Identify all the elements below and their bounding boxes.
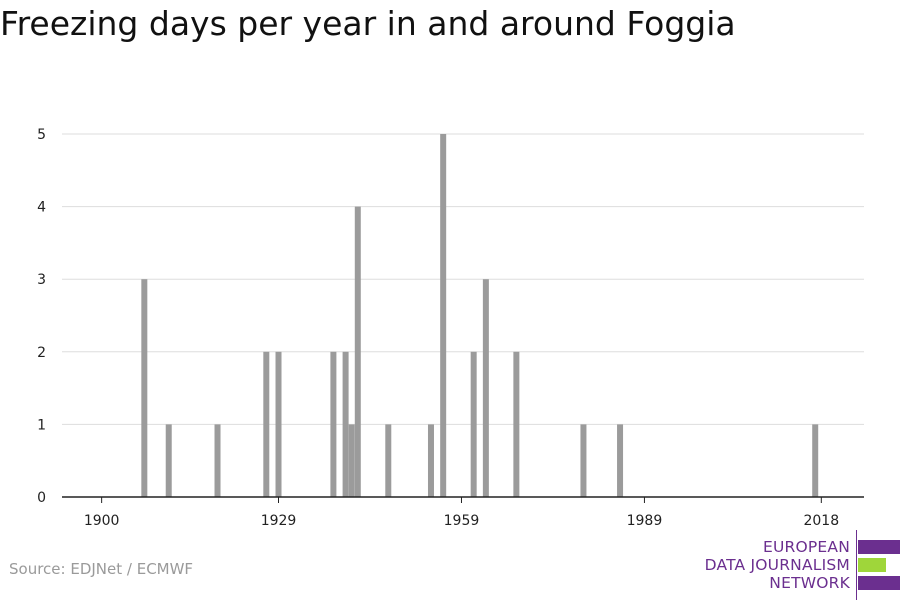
logo-bar-purple-bottom bbox=[858, 576, 900, 590]
bar-1947 bbox=[385, 424, 392, 497]
y-tick-label-5: 5 bbox=[37, 127, 46, 143]
logo-bar-green bbox=[858, 558, 886, 572]
x-tick-label-1900: 1900 bbox=[84, 513, 120, 529]
bar-1956 bbox=[440, 134, 447, 497]
bars bbox=[141, 134, 819, 497]
x-tick-label-2018: 2018 bbox=[803, 513, 839, 529]
logo-line-1: EUROPEAN bbox=[762, 538, 850, 556]
y-tick-label-2: 2 bbox=[37, 345, 46, 361]
y-tick-label-4: 4 bbox=[37, 200, 46, 216]
bar-1979 bbox=[580, 424, 587, 497]
x-tick-label-1989: 1989 bbox=[627, 513, 663, 529]
bar-1919 bbox=[214, 424, 221, 497]
logo-line-3: NETWORK bbox=[769, 574, 850, 592]
chart-title: Freezing days per year in and around Fog… bbox=[0, 4, 736, 43]
bar-1911 bbox=[165, 424, 172, 497]
bar-1968 bbox=[513, 351, 520, 497]
bar-1954 bbox=[427, 424, 434, 497]
bar-1942 bbox=[354, 206, 361, 497]
y-tick-label-0: 0 bbox=[37, 490, 46, 506]
bar-1940 bbox=[342, 351, 349, 497]
axes: 0 1 2 3 4 5 1900 1929 1959 1989 2018 bbox=[37, 127, 864, 529]
bar-1927 bbox=[263, 351, 270, 497]
y-tick-label-3: 3 bbox=[37, 272, 46, 288]
bar-1929 bbox=[275, 351, 282, 497]
bar-1907 bbox=[141, 279, 148, 497]
logo-divider bbox=[856, 530, 857, 600]
bar-1938 bbox=[330, 351, 337, 497]
source-note: Source: EDJNet / ECMWF bbox=[9, 560, 194, 578]
edjnet-logo: EUROPEAN DATA JOURNALISM NETWORK bbox=[600, 530, 900, 600]
logo-bar-purple-top bbox=[858, 540, 900, 554]
bar-1961 bbox=[470, 351, 477, 497]
x-tick-label-1929: 1929 bbox=[261, 513, 297, 529]
logo-line-2: DATA JOURNALISM bbox=[704, 556, 850, 574]
grid-lines bbox=[62, 133, 864, 425]
y-tick-label-1: 1 bbox=[37, 417, 46, 433]
bar-2017 bbox=[812, 424, 819, 497]
bar-1985 bbox=[617, 424, 624, 497]
bar-1963 bbox=[482, 279, 489, 497]
bar-1941 bbox=[348, 424, 355, 497]
x-tick-label-1959: 1959 bbox=[444, 513, 480, 529]
